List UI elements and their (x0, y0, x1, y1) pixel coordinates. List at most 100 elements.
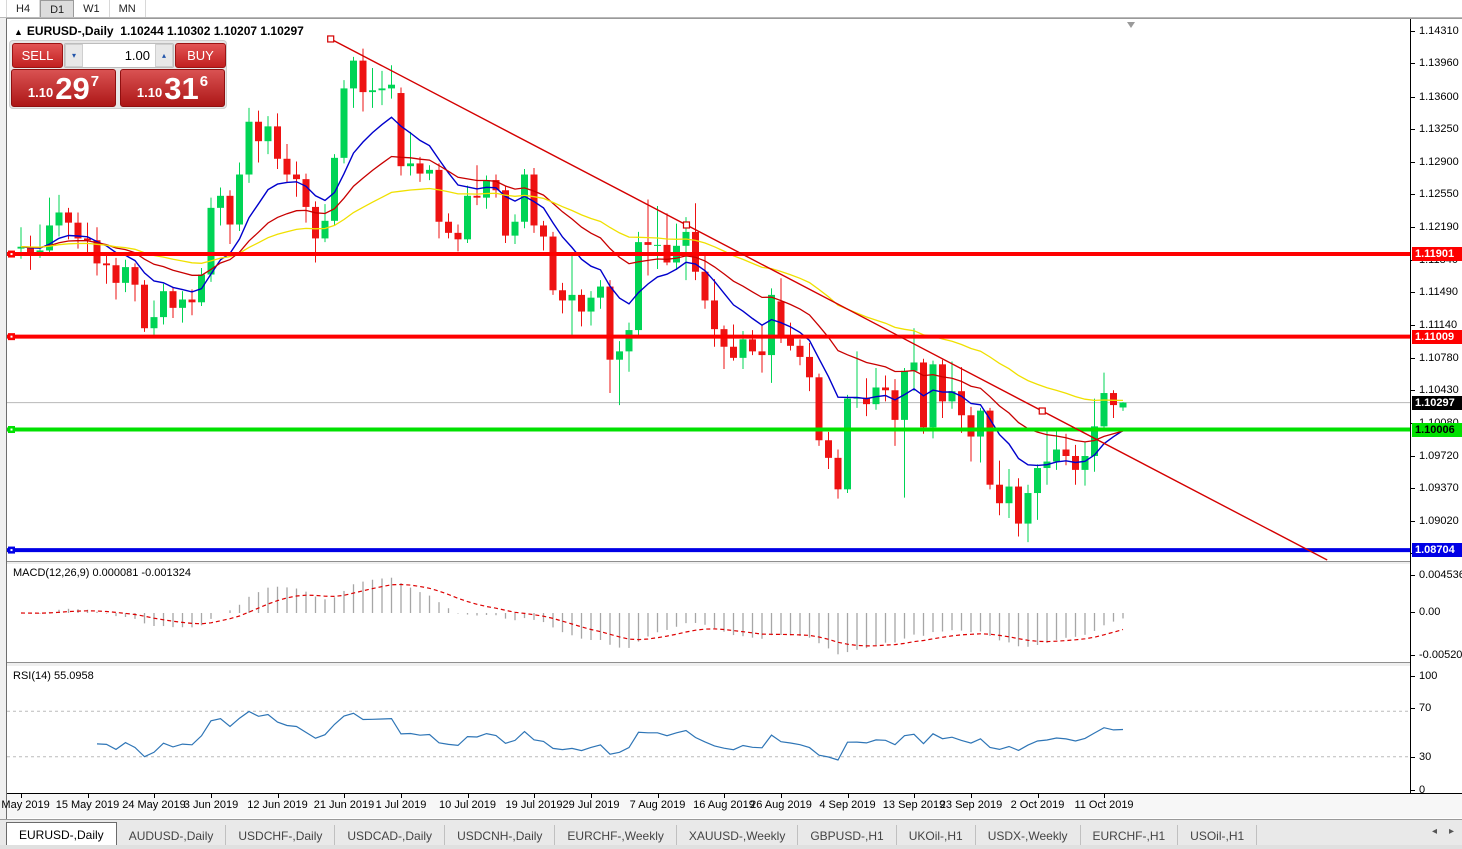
tab-scroll-left-icon[interactable]: ◂ (1431, 826, 1437, 837)
date-tick (847, 794, 849, 798)
sell-price-box[interactable]: 1.10 29 7 (11, 69, 116, 107)
volume-spinner: ▾ ▴ (64, 43, 174, 68)
price-axis-label: 1.14310 (1419, 25, 1459, 37)
price-axis-label: 1.09720 (1419, 450, 1459, 462)
chart-tab-usdcad-daily[interactable]: USDCAD-,Daily (335, 825, 446, 846)
volume-decrease-button[interactable]: ▾ (65, 44, 83, 67)
chart-tab-eurusd-daily[interactable]: EURUSD-,Daily (6, 822, 117, 846)
macd-axis-tick (1411, 575, 1415, 576)
chart-ohlc-values: 1.10244 1.10302 1.10207 1.10297 (120, 24, 304, 38)
date-label: 15 May 2019 (55, 799, 120, 811)
volume-input[interactable] (83, 44, 155, 67)
macd-axis-tick (1411, 655, 1415, 656)
date-label: 29 Jul 2019 (562, 799, 620, 811)
period-toolbar: H4 D1 W1 MN (0, 0, 1462, 18)
price-axis-label: 1.10430 (1419, 384, 1459, 397)
date-label: 24 May 2019 (122, 799, 186, 811)
price-axis-tick (1411, 456, 1415, 457)
rsi-axis-tick (1411, 790, 1415, 791)
date-label: 6 May 2019 (0, 799, 50, 811)
date-label: 11 Oct 2019 (1074, 799, 1134, 811)
date-tick (534, 794, 535, 798)
price-axis-tick (1411, 31, 1415, 32)
price-axis-tick (1411, 193, 1415, 195)
date-label: 16 Aug 2019 (693, 799, 755, 811)
macd-panel[interactable] (7, 564, 1410, 661)
price-axis-label: 1.13600 (1419, 90, 1459, 103)
volume-increase-button[interactable]: ▴ (155, 44, 173, 67)
date-label: 1 Jul 2019 (375, 799, 427, 811)
chart-tab-usdchf-daily[interactable]: USDCHF-,Daily (226, 825, 336, 846)
chart-tab-eurchf-h1[interactable]: EURCHF-,H1 (1081, 825, 1179, 846)
sell-price-main: 29 (55, 71, 90, 106)
rsi-axis-tick (1411, 676, 1415, 677)
date-tick (211, 794, 212, 798)
macd-axis-label: 0.00 (1419, 606, 1441, 618)
price-axis-label: 1.11490 (1419, 286, 1458, 299)
rsi-axis-label: 30 (1419, 751, 1432, 763)
rsi-panel[interactable] (7, 666, 1410, 793)
period-mn[interactable]: MN (110, 0, 146, 17)
chart-tab-audusd-daily[interactable]: AUDUSD-,Daily (117, 825, 227, 846)
rsi-axis-label: 70 (1419, 702, 1432, 714)
price-axis-label: 1.11140 (1419, 318, 1458, 331)
period-d1[interactable]: D1 (40, 0, 75, 17)
date-tick (657, 794, 659, 798)
date-label: 10 Jul 2019 (439, 799, 496, 811)
price-axis-tick (1411, 63, 1415, 65)
macd-axis-tick (1411, 612, 1415, 613)
price-tag: 1.10006 (1412, 422, 1462, 437)
chart-tab-xauusd-weekly[interactable]: XAUUSD-,Weekly (677, 825, 799, 846)
chart-tab-usoil-h1[interactable]: USOil-,H1 (1178, 825, 1258, 846)
sell-price-pip: 7 (90, 73, 100, 90)
price-tag: 1.10297 (1412, 395, 1462, 410)
price-chart-panel[interactable] (7, 19, 1410, 561)
macd-axis-label: 0.004536 (1419, 569, 1462, 581)
chart-tab-bar: EURUSD-,Daily AUDUSD-,Daily USDCHF-,Daily U… (0, 819, 1462, 846)
chart-tab-gbpusd-h1[interactable]: GBPUSD-,H1 (798, 825, 897, 846)
collapse-arrow-icon: ▲ (14, 27, 23, 37)
price-tag: 1.08704 (1412, 543, 1462, 558)
date-tick (1037, 794, 1039, 798)
date-label: 21 Jun 2019 (313, 799, 375, 811)
price-axis-tick (1411, 520, 1415, 522)
macd-axis-label: -0.005205 (1419, 649, 1462, 661)
date-tick (724, 794, 725, 798)
date-tick (1104, 794, 1105, 798)
date-label: 4 Sep 2019 (819, 799, 876, 811)
rsi-axis-label: 100 (1419, 670, 1438, 682)
buy-price-box[interactable]: 1.10 31 6 (120, 69, 225, 107)
toolbar-spacer (0, 0, 7, 17)
tab-scroll-right-icon[interactable]: ▸ (1448, 826, 1454, 837)
date-label: 23 Sep 2019 (939, 799, 1003, 811)
date-tick (914, 794, 915, 798)
period-h4[interactable]: H4 (7, 0, 41, 17)
chevron-up-icon: ▴ (161, 51, 166, 60)
date-tick (401, 794, 402, 798)
period-w1[interactable]: W1 (74, 0, 110, 17)
rsi-label: RSI(14) 55.0958 (13, 670, 94, 682)
date-tick (154, 794, 155, 798)
price-axis-tick (1411, 161, 1415, 163)
chart-tab-usdx-weekly[interactable]: USDX-,Weekly (976, 825, 1081, 846)
date-label: 2 Oct 2019 (1010, 799, 1065, 811)
buy-price-prefix: 1.10 (136, 85, 163, 100)
chart-tab-eurchf-weekly[interactable]: EURCHF-,Weekly (555, 825, 677, 846)
date-label: 19 Jul 2019 (505, 799, 563, 811)
price-axis-tick (1411, 390, 1415, 392)
sell-button[interactable]: SELL (12, 43, 63, 68)
chart-tab-ukoil-h1[interactable]: UKOil-,H1 (897, 825, 976, 846)
price-tag: 1.11901 (1412, 247, 1462, 262)
date-label: 3 Jun 2019 (183, 799, 239, 811)
chart-tab-usdcnh-daily[interactable]: USDCNH-,Daily (445, 825, 556, 846)
axis-border (7, 793, 1462, 794)
price-axis-label: 1.10780 (1419, 351, 1459, 364)
price-axis-label: 1.09020 (1419, 514, 1459, 527)
price-axis-label: 1.12900 (1419, 155, 1459, 168)
date-tick (467, 794, 469, 798)
date-tick (21, 794, 22, 798)
price-axis-label: 1.13250 (1419, 123, 1459, 136)
price-tag: 1.11009 (1412, 329, 1462, 344)
buy-button[interactable]: BUY (175, 43, 226, 68)
